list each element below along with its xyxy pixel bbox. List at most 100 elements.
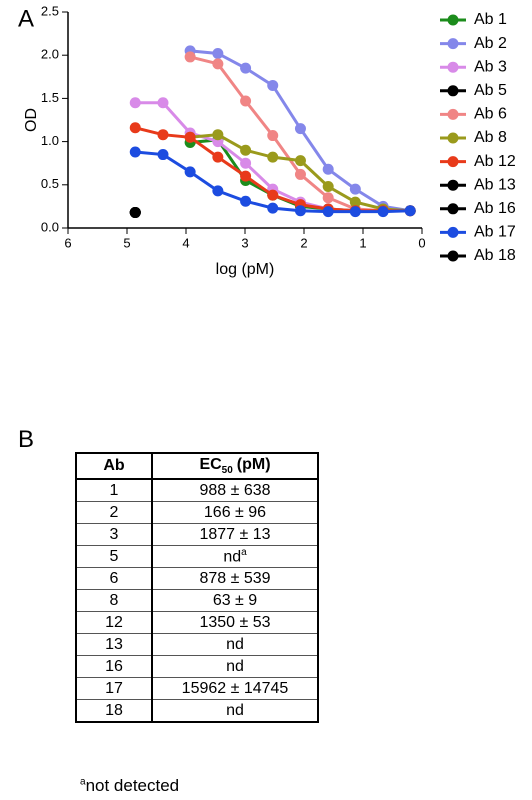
data-point [212, 58, 224, 70]
y-tick-label: 2.5 [41, 3, 59, 18]
ec50-cell: 1877 ± 13 [151, 523, 319, 546]
panel-label: B [18, 426, 35, 453]
ab-cell: 5 [75, 545, 153, 568]
data-point [322, 181, 334, 193]
y-tick-label: 1.0 [41, 133, 59, 148]
data-point [294, 123, 306, 135]
cell-superscript: a [241, 546, 247, 558]
header-subscript: 50 [221, 465, 233, 477]
ab-cell: 6 [75, 567, 153, 590]
table-row: 1 988 ± 638 [75, 478, 319, 502]
x-tick-label: 5 [123, 235, 130, 250]
data-point [212, 151, 224, 163]
data-point [240, 144, 252, 156]
x-axis-label: log (pM) [216, 261, 275, 278]
data-point [294, 205, 306, 217]
y-tick-label: 0.0 [41, 219, 59, 234]
data-point [157, 129, 169, 141]
data-point [212, 185, 224, 197]
legend-label: Ab 2 [474, 35, 507, 52]
ab-cell: 1 [75, 478, 153, 502]
data-point [212, 129, 224, 141]
data-point [184, 131, 196, 143]
data-point [240, 157, 252, 169]
footnote-text: not detected [85, 776, 180, 795]
data-point [129, 97, 141, 109]
x-tick-label: 1 [359, 235, 366, 250]
data-point [267, 151, 279, 163]
data-point [184, 51, 196, 63]
legend-label: Ab 16 [474, 200, 516, 217]
ec50-cell: 15962 ± 14745 [151, 677, 319, 700]
data-point [294, 168, 306, 180]
y-tick-label: 1.5 [41, 90, 59, 105]
legend-label: Ab 12 [474, 153, 516, 170]
data-point [157, 149, 169, 161]
x-tick-label: 6 [64, 235, 71, 250]
ab-cell: 13 [75, 633, 153, 656]
table-row: 6 878 ± 539 [75, 567, 319, 590]
data-point [240, 170, 252, 182]
ec50-cell: 166 ± 96 [151, 501, 319, 524]
header-cell: Ab [75, 452, 153, 480]
data-point [294, 155, 306, 167]
table-row: 8 63 ± 9 [75, 589, 319, 612]
legend-marker [447, 38, 459, 50]
x-tick-label: 4 [182, 235, 189, 250]
ab-cell: 2 [75, 501, 153, 524]
header-row: Ab EC50 (pM) [75, 452, 319, 480]
data-point [267, 189, 279, 201]
data-point [349, 206, 361, 218]
data-point [240, 62, 252, 74]
data-point [322, 206, 334, 218]
legend-label: Ab 13 [474, 176, 516, 193]
legend-label: Ab 18 [474, 247, 516, 264]
legend-marker [447, 203, 459, 215]
ab-cell: 3 [75, 523, 153, 546]
ab-cell: 17 [75, 677, 153, 700]
legend-marker [447, 61, 459, 73]
ec50-cell: 878 ± 539 [151, 567, 319, 590]
data-point [322, 192, 334, 204]
legend-marker [447, 108, 459, 120]
data-point [212, 47, 224, 59]
footnote-mark: a [80, 776, 86, 788]
data-point [267, 130, 279, 142]
header-cell: EC50 (pM) [151, 452, 319, 480]
panel-label: A [18, 5, 34, 32]
table-row: 2 166 ± 96 [75, 501, 319, 524]
table-row: 12 1350 ± 53 [75, 611, 319, 634]
legend-marker [447, 132, 459, 144]
data-point [267, 202, 279, 214]
data-point [377, 206, 389, 218]
data-point [322, 163, 334, 175]
ab-cell: 12 [75, 611, 153, 634]
ec50-cell: nda [151, 545, 319, 568]
data-point [349, 183, 361, 195]
legend-label: Ab 1 [474, 11, 507, 28]
legend-label: Ab 3 [474, 58, 507, 75]
ec50-cell: nd [151, 633, 319, 656]
y-axis-label: OD [23, 108, 40, 132]
legend-label: Ab 5 [474, 82, 507, 99]
legend-marker [447, 85, 459, 97]
data-point [184, 166, 196, 178]
ab-cell: 18 [75, 699, 153, 723]
cell-text: nd [223, 548, 242, 566]
ec50-cell: 988 ± 638 [151, 478, 319, 502]
ab-cell: 16 [75, 655, 153, 678]
y-tick-label: 0.5 [41, 176, 59, 191]
legend-label: Ab 17 [474, 224, 516, 241]
header-text: EC [199, 455, 222, 473]
ec50-table: Ab EC50 (pM) 1 988 ± 638 2 166 ± 96 3 1877 ± 13 5… [75, 452, 319, 723]
legend-label: Ab 6 [474, 106, 507, 123]
footnote: anot detected [80, 776, 179, 796]
ec50-cell: nd [151, 655, 319, 678]
data-point [240, 195, 252, 207]
x-tick-label: 2 [300, 235, 307, 250]
header-unit: (pM) [236, 455, 271, 473]
